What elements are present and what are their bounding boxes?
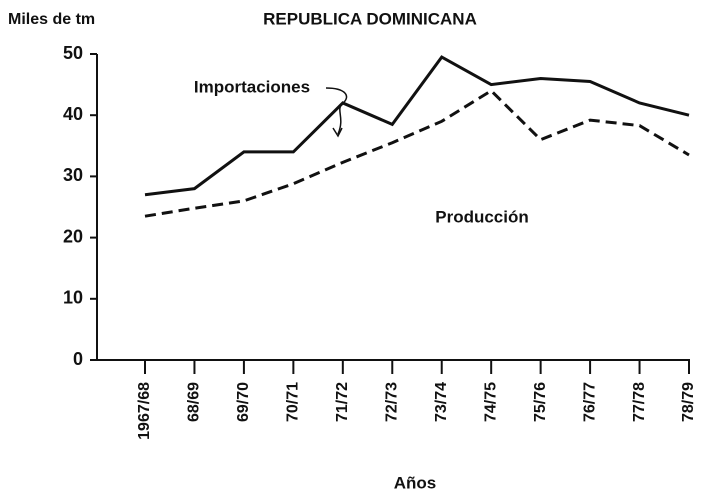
y-tick-label: 30 — [63, 165, 83, 185]
y-axis-label: Miles de tm — [8, 11, 95, 28]
series-line — [144, 88, 690, 218]
x-tick-label: 75/76 — [532, 382, 549, 422]
y-tick-label: 20 — [63, 226, 83, 246]
y-tick-label: 0 — [73, 349, 83, 369]
x-tick-label: 78/79 — [680, 382, 697, 422]
series-line — [144, 55, 690, 197]
y-tick-label: 50 — [63, 43, 83, 63]
x-tick-label: 68/69 — [186, 382, 203, 422]
arrow-head — [332, 127, 343, 138]
x-tick-label: 71/72 — [334, 382, 351, 422]
x-tick-label: 70/71 — [285, 382, 302, 422]
x-tick-label: 76/77 — [581, 382, 598, 422]
y-tick-label: 10 — [63, 288, 83, 308]
x-tick-label: 73/74 — [433, 382, 450, 422]
series-label: Importaciones — [194, 77, 310, 96]
x-tick-label: 69/70 — [235, 382, 252, 422]
x-tick-label: 74/75 — [482, 382, 499, 422]
x-tick-label: 72/73 — [383, 382, 400, 422]
x-axis-label: Años — [394, 473, 437, 492]
chart-title: REPUBLICA DOMINICANA — [263, 9, 477, 28]
series-label: Producción — [435, 207, 529, 226]
x-tick-label: 1967/68 — [136, 382, 153, 440]
y-tick-label: 40 — [63, 104, 83, 124]
x-tick-label: 77/78 — [631, 382, 648, 422]
